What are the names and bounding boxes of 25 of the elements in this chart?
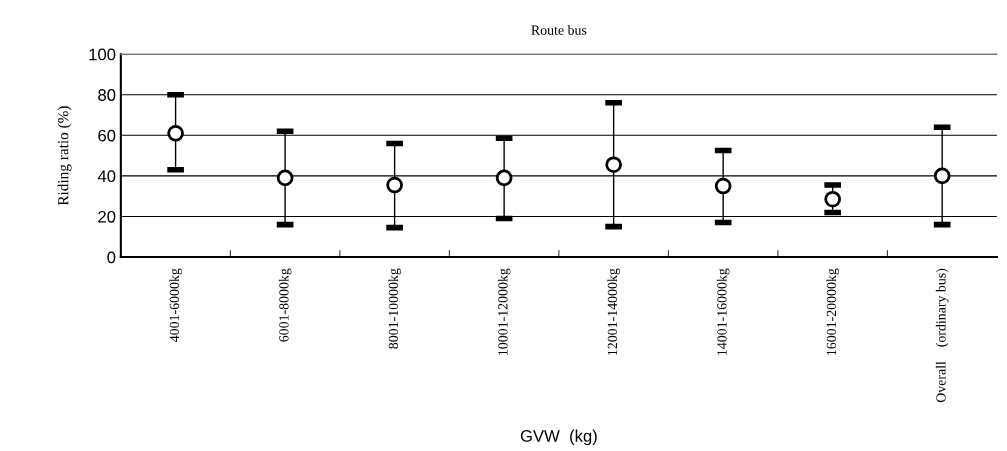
x-axis-title: GVW (kg) (520, 429, 597, 446)
y-tick-label: 80 (98, 89, 116, 101)
x-tick-label: 12001-14000kg (607, 268, 620, 355)
point (824, 190, 841, 208)
y-tick-label: 0 (107, 251, 116, 264)
point (386, 176, 403, 194)
y-axis-title: Riding ratio (%) (57, 106, 72, 206)
point (605, 156, 622, 174)
point (495, 169, 513, 187)
y-tick-label: 100 (89, 48, 116, 61)
point (276, 169, 294, 187)
x-tick-label: 6001-8000kg (278, 268, 292, 342)
point (714, 177, 732, 195)
x-tick-label: 8001-10000kg (388, 268, 401, 349)
y-tick-label: 60 (98, 129, 116, 142)
x-tick-label: 10001-12000kg (497, 268, 511, 355)
chart-title: Route bus (531, 25, 587, 35)
x-tick-label: 14001-16000kg (716, 268, 730, 355)
y-tick-label: 40 (97, 170, 116, 183)
point (933, 167, 951, 185)
x-tick-label: 4001-6000kg (169, 268, 182, 342)
y-tick-label: 20 (98, 210, 116, 223)
point (167, 124, 184, 142)
x-tick-label: 16001-20000kg (826, 268, 839, 355)
x-tick-label: Overall (ordinary bus) (935, 268, 949, 403)
